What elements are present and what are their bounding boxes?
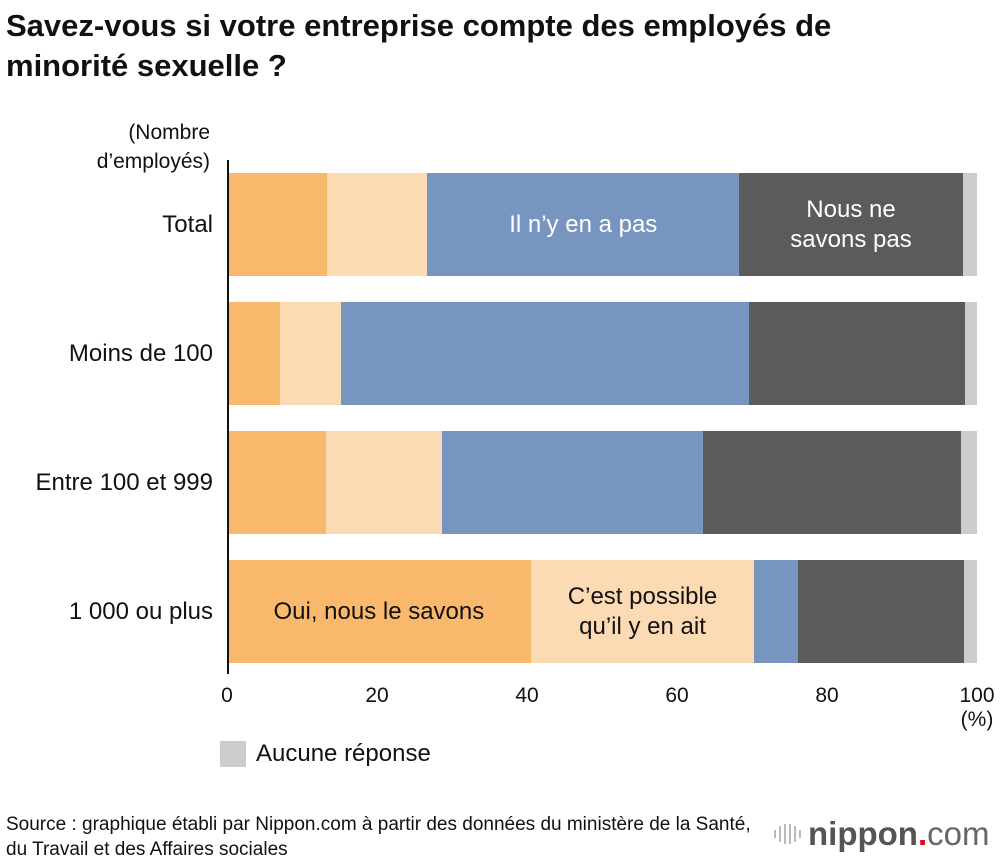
bar-segment: Oui, nous le savons [227, 560, 531, 663]
bar-segment: Il n’y en a pas [427, 173, 740, 276]
bar-segment [962, 173, 977, 276]
bar-segment: Nous ne savons pas [739, 173, 963, 276]
bar-segment [703, 431, 962, 534]
bar-segment [965, 302, 977, 405]
x-tick-label: 40 [515, 684, 539, 707]
bar-segment [797, 560, 965, 663]
legend: Aucune réponse [220, 740, 431, 768]
legend-label: Aucune réponse [256, 740, 431, 767]
bar-segment [341, 302, 749, 405]
bar-segment [326, 173, 428, 276]
category-label: 1 000 ou plus [68, 597, 213, 625]
segment-label: C’est possible qu’il y en ait [567, 582, 718, 640]
bar-segment [326, 431, 443, 534]
x-tick-label: 80 [815, 684, 839, 707]
bar-segment [280, 302, 341, 405]
chart-title: Savez-vous si votre entreprise compte de… [6, 8, 832, 83]
logo-text: nippon [808, 815, 918, 852]
x-tick-label: 100 [959, 684, 995, 707]
bar-segment [227, 173, 327, 276]
bar-segment [227, 302, 281, 405]
bar-segment [961, 431, 977, 534]
bar-segment [442, 431, 704, 534]
y-axis-label: (Nombre d’employés) [96, 121, 210, 173]
segment-label: Oui, nous le savons [273, 597, 485, 625]
segment-label: Nous ne savons pas [790, 195, 912, 253]
bar-segment: C’est possible qu’il y en ait [530, 560, 755, 663]
y-axis-line [227, 160, 229, 674]
source-note: Source : graphique établi par Nippon.com… [6, 814, 751, 860]
x-tick-label: 0 [221, 684, 233, 707]
category-label: Total [162, 210, 213, 238]
x-tick-label: 20 [365, 684, 389, 707]
category-label: Moins de 100 [68, 339, 213, 367]
bar-segment [964, 560, 977, 663]
category-label: Entre 100 et 999 [35, 468, 213, 496]
x-tick-label: 60 [665, 684, 689, 707]
legend-swatch [220, 741, 246, 767]
x-axis-unit: (%) [960, 708, 994, 731]
nippon-logo: nippon. com [772, 815, 989, 853]
bar-segment [754, 560, 798, 663]
segment-label: Il n’y en a pas [509, 210, 658, 238]
logo-waves-icon [774, 824, 801, 844]
bar-segment [227, 431, 326, 534]
bar-segment [749, 302, 965, 405]
